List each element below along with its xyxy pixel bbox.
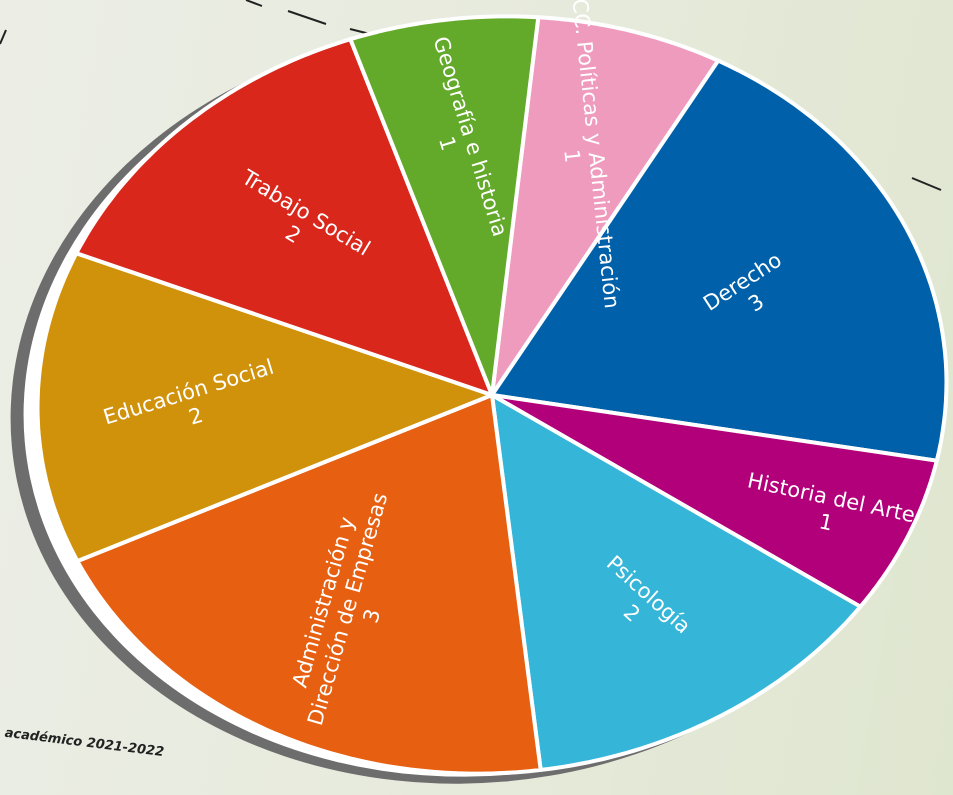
pie-slice xyxy=(490,393,863,772)
pie-slice xyxy=(490,58,949,463)
pie-slice xyxy=(75,393,543,776)
pie-slice xyxy=(490,393,939,609)
pie-slice xyxy=(490,15,721,397)
pie-slices xyxy=(35,14,949,776)
pie-slice xyxy=(74,37,494,397)
pie-slice xyxy=(348,14,541,397)
pie-slice xyxy=(35,251,494,564)
